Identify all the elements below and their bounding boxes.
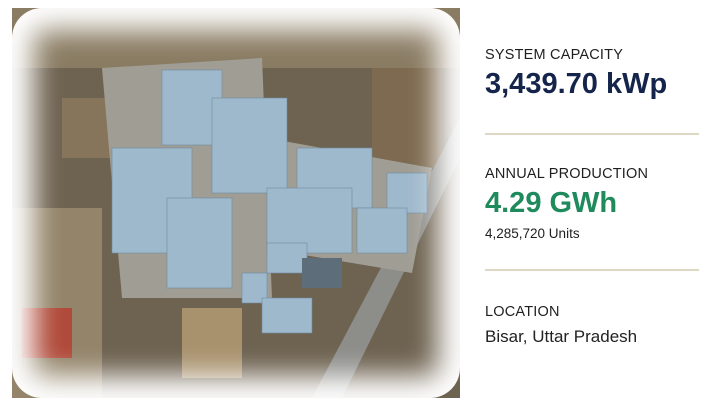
divider bbox=[485, 133, 699, 135]
capacity-label: SYSTEM CAPACITY bbox=[485, 47, 624, 63]
location-label: LOCATION bbox=[485, 304, 560, 320]
production-value: 4.29 GWh bbox=[485, 187, 618, 219]
aerial-site-image bbox=[12, 8, 460, 398]
production-label: ANNUAL PRODUCTION bbox=[485, 166, 649, 182]
production-units: 4,285,720 Units bbox=[485, 226, 580, 241]
divider bbox=[485, 269, 699, 271]
location-value: Bisar, Uttar Pradesh bbox=[485, 327, 638, 346]
capacity-value: 3,439.70 kWp bbox=[485, 68, 668, 100]
